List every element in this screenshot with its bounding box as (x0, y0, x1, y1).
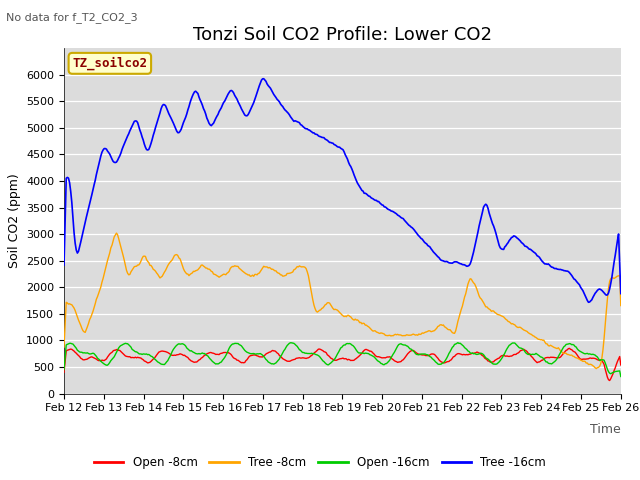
Text: No data for f_T2_CO2_3: No data for f_T2_CO2_3 (6, 12, 138, 23)
Y-axis label: Soil CO2 (ppm): Soil CO2 (ppm) (8, 173, 20, 268)
Title: Tonzi Soil CO2 Profile: Lower CO2: Tonzi Soil CO2 Profile: Lower CO2 (193, 25, 492, 44)
Text: TZ_soilco2: TZ_soilco2 (72, 57, 147, 70)
Legend: Open -8cm, Tree -8cm, Open -16cm, Tree -16cm: Open -8cm, Tree -8cm, Open -16cm, Tree -… (89, 452, 551, 474)
Text: Time: Time (590, 423, 621, 436)
